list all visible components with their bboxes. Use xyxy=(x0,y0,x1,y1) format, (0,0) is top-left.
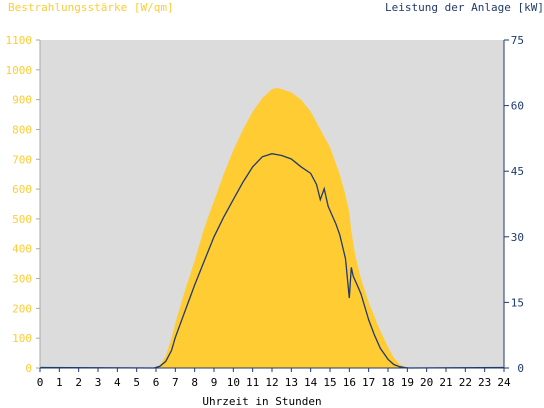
x-ticks: 0 1 2 3 4 5 6 7 8 9 10 11 12 13 14 15 16 17 18 19 20 21 22 23 24 xyxy=(37,368,511,389)
left-tick-label: 500 xyxy=(12,213,32,226)
x-tick-label: 3 xyxy=(95,376,102,389)
irradiance-area xyxy=(154,87,410,368)
x-tick-label: 1 xyxy=(56,376,63,389)
x-tick-label: 6 xyxy=(153,376,160,389)
x-tick-label: 0 xyxy=(37,376,44,389)
x-tick-label: 16 xyxy=(343,376,356,389)
x-tick-label: 7 xyxy=(172,376,179,389)
right-tick-label: 75 xyxy=(511,34,524,47)
right-tick-label: 45 xyxy=(511,165,524,178)
left-tick-label: 1100 xyxy=(6,34,33,47)
x-tick-label: 22 xyxy=(459,376,472,389)
left-tick-label: 700 xyxy=(12,153,32,166)
right-tick-label: 30 xyxy=(511,231,524,244)
right-ticks: 0 15 30 45 60 75 xyxy=(504,34,524,375)
left-tick-label: 200 xyxy=(12,302,32,315)
x-tick-label: 2 xyxy=(75,376,82,389)
x-axis-label: Uhrzeit in Stunden xyxy=(202,395,321,408)
left-tick-label: 900 xyxy=(12,94,32,107)
x-tick-label: 15 xyxy=(323,376,336,389)
right-axis-label: Leistung der Anlage [kW] xyxy=(385,1,544,14)
x-tick-label: 5 xyxy=(133,376,140,389)
x-tick-label: 23 xyxy=(478,376,491,389)
left-axis-label: Bestrahlungsstärke [W/qm] xyxy=(8,1,174,14)
right-tick-label: 0 xyxy=(517,362,524,375)
x-tick-label: 9 xyxy=(211,376,218,389)
x-tick-label: 8 xyxy=(191,376,198,389)
x-tick-label: 20 xyxy=(420,376,433,389)
x-tick-label: 24 xyxy=(497,376,511,389)
x-tick-label: 4 xyxy=(114,376,121,389)
left-tick-label: 0 xyxy=(25,362,32,375)
left-tick-label: 400 xyxy=(12,243,32,256)
left-tick-label: 600 xyxy=(12,183,32,196)
x-tick-label: 18 xyxy=(381,376,394,389)
right-tick-label: 15 xyxy=(511,296,524,309)
left-ticks: 0 100 200 300 400 500 600 700 800 900 1000 1100 xyxy=(6,34,40,375)
x-tick-label: 14 xyxy=(304,376,318,389)
x-tick-label: 19 xyxy=(401,376,414,389)
x-tick-label: 13 xyxy=(285,376,298,389)
x-tick-label: 10 xyxy=(227,376,240,389)
left-tick-label: 300 xyxy=(12,273,32,286)
x-tick-label: 21 xyxy=(439,376,452,389)
left-tick-label: 800 xyxy=(12,123,32,136)
left-tick-label: 1000 xyxy=(6,64,33,77)
power-line xyxy=(39,153,505,369)
x-tick-label: 11 xyxy=(246,376,259,389)
series-layer xyxy=(39,87,505,369)
right-tick-label: 60 xyxy=(511,100,524,113)
x-tick-label: 17 xyxy=(362,376,375,389)
x-tick-label: 12 xyxy=(265,376,278,389)
left-tick-label: 100 xyxy=(12,332,32,345)
